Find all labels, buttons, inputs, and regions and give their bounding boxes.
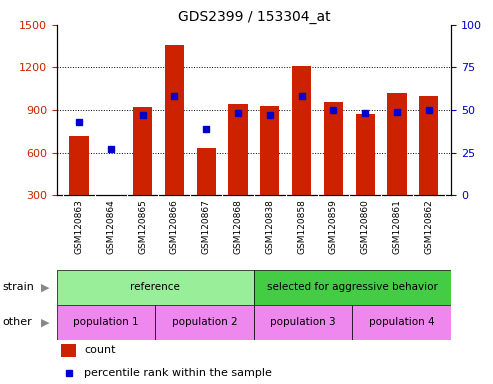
- Text: strain: strain: [2, 282, 35, 293]
- Title: GDS2399 / 153304_at: GDS2399 / 153304_at: [177, 10, 330, 24]
- Text: percentile rank within the sample: percentile rank within the sample: [84, 368, 272, 378]
- Bar: [165, 45, 184, 195]
- Text: population 4: population 4: [369, 317, 435, 328]
- Bar: [254, 305, 352, 340]
- Bar: [133, 107, 152, 195]
- Text: GSM120866: GSM120866: [170, 199, 179, 254]
- Bar: [324, 101, 343, 195]
- Text: selected for aggressive behavior: selected for aggressive behavior: [267, 282, 438, 293]
- Text: population 2: population 2: [172, 317, 238, 328]
- Bar: [155, 305, 254, 340]
- Bar: [57, 270, 254, 305]
- Bar: [70, 136, 89, 195]
- Bar: [352, 305, 451, 340]
- Text: population 3: population 3: [270, 317, 336, 328]
- Bar: [57, 305, 155, 340]
- Text: GSM120860: GSM120860: [361, 199, 370, 254]
- Text: GSM120862: GSM120862: [424, 199, 433, 253]
- Text: ▶: ▶: [41, 317, 49, 328]
- Text: GSM120861: GSM120861: [392, 199, 401, 254]
- Bar: [61, 344, 76, 357]
- Bar: [101, 195, 120, 197]
- Text: GSM120859: GSM120859: [329, 199, 338, 254]
- Bar: [419, 96, 438, 195]
- Text: GSM120838: GSM120838: [265, 199, 274, 254]
- Text: reference: reference: [130, 282, 180, 293]
- Bar: [387, 93, 407, 195]
- Text: count: count: [84, 346, 116, 356]
- Bar: [292, 66, 311, 195]
- Text: GSM120868: GSM120868: [234, 199, 243, 254]
- Bar: [260, 106, 280, 195]
- Text: ▶: ▶: [41, 282, 49, 293]
- Text: GSM120865: GSM120865: [138, 199, 147, 254]
- Text: GSM120863: GSM120863: [74, 199, 83, 254]
- Text: other: other: [2, 317, 32, 328]
- Text: GSM120867: GSM120867: [202, 199, 211, 254]
- Bar: [254, 270, 451, 305]
- Bar: [355, 114, 375, 195]
- Text: population 1: population 1: [73, 317, 139, 328]
- Bar: [197, 148, 216, 195]
- Text: GSM120858: GSM120858: [297, 199, 306, 254]
- Bar: [228, 104, 247, 195]
- Text: GSM120864: GSM120864: [106, 199, 115, 253]
